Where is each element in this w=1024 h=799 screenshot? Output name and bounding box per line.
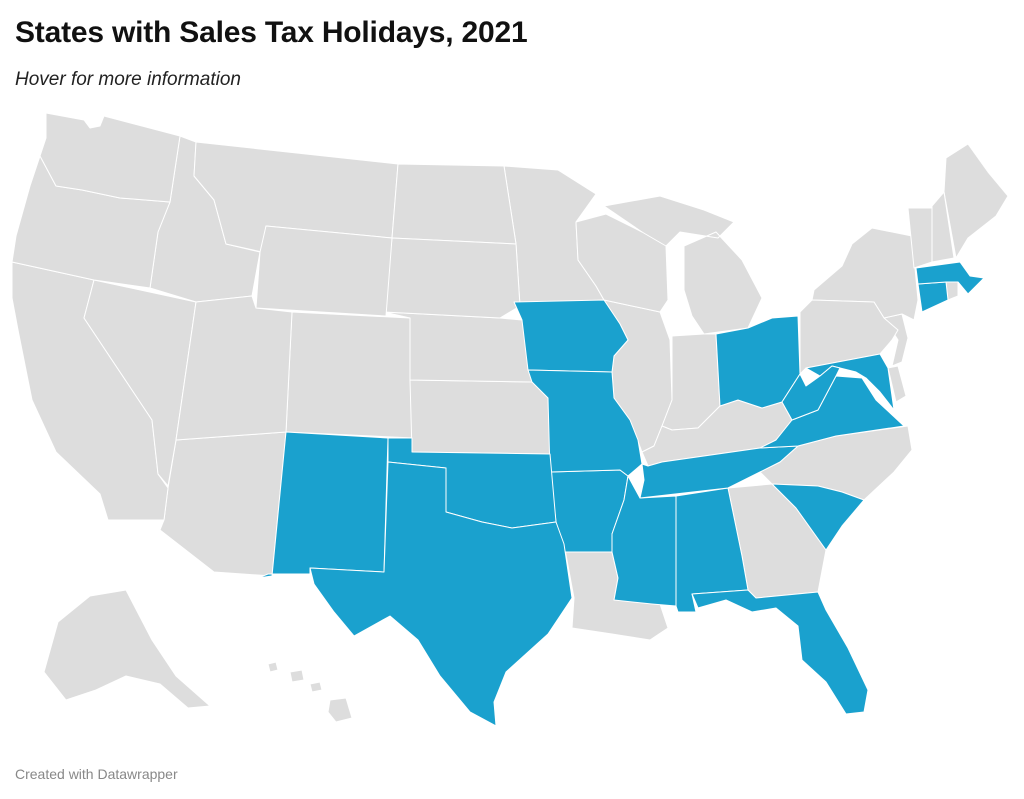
state-alaska[interactable] <box>43 589 211 709</box>
state-hawaii[interactable] <box>267 661 353 723</box>
state-missouri[interactable] <box>527 369 643 477</box>
state-arizona[interactable] <box>159 431 287 577</box>
state-texas[interactable] <box>309 461 573 727</box>
chart-title: States with Sales Tax Holidays, 2021 <box>15 16 528 49</box>
state-delaware[interactable] <box>887 365 907 403</box>
state-tennessee[interactable] <box>639 445 799 499</box>
state-wyoming[interactable] <box>255 225 393 317</box>
state-utah[interactable] <box>175 295 293 441</box>
state-south-carolina[interactable] <box>771 483 865 551</box>
state-kansas[interactable] <box>409 379 551 455</box>
chart-subtitle: Hover for more information <box>15 69 241 90</box>
map-svg <box>11 112 1009 727</box>
state-mississippi[interactable] <box>611 475 677 607</box>
state-iowa[interactable] <box>513 299 629 373</box>
state-south-dakota[interactable] <box>383 237 521 319</box>
state-florida[interactable] <box>691 589 869 715</box>
state-maine[interactable] <box>943 143 1009 259</box>
state-north-dakota[interactable] <box>391 163 517 245</box>
footer-credit: Created with Datawrapper <box>15 766 178 782</box>
state-new-mexico[interactable] <box>257 431 389 579</box>
state-connecticut[interactable] <box>917 281 949 313</box>
state-colorado[interactable] <box>285 311 415 439</box>
state-wisconsin[interactable] <box>575 213 669 313</box>
state-massachusetts[interactable] <box>915 261 985 295</box>
state-pennsylvania[interactable] <box>799 299 899 375</box>
us-map <box>0 100 1024 760</box>
state-vermont[interactable] <box>907 207 933 269</box>
state-washington[interactable] <box>39 112 181 203</box>
state-west-virginia[interactable] <box>781 365 841 421</box>
